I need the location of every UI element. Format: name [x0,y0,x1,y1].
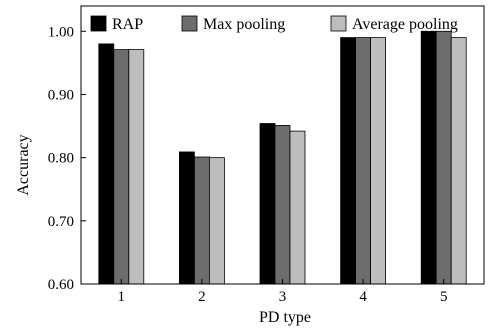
legend-swatch-max-pooling [181,15,198,32]
bar-rap-3 [259,123,276,285]
y-tick-label: 0.90 [48,87,74,103]
bar-max-pooling-1 [113,49,130,285]
y-tick-label: 0.80 [48,151,74,167]
axes-layer: 0.60 0.70 0.80 0.90 1.00 1 2 3 4 5 [48,5,485,305]
bar-rap-1 [98,43,115,285]
bar-average-pooling-5 [450,37,467,285]
bar-average-pooling-4 [370,37,387,285]
legend-label-max-pooling: Max pooling [203,16,285,33]
y-tick-label: 0.70 [48,214,74,230]
x-tick-label: 2 [198,289,206,305]
bar-rap-5 [420,30,437,285]
bar-average-pooling-3 [289,130,306,285]
bar-average-pooling-1 [128,49,145,285]
bar-max-pooling-2 [193,156,210,285]
bar-average-pooling-2 [208,157,225,285]
y-tick-label: 1.00 [48,24,74,40]
x-axis-title: PD type [259,309,311,326]
x-tick-label: 4 [359,289,367,305]
legend: RAP Max pooling Average pooling [90,15,458,33]
bar-rap-2 [178,151,195,285]
bar-max-pooling-5 [435,30,452,285]
legend-swatch-average-pooling [330,15,347,32]
x-tick-label: 3 [279,289,287,305]
y-axis-title: Accuracy [15,134,32,195]
legend-label-average-pooling: Average pooling [352,16,458,33]
bar-rap-4 [340,37,357,285]
x-tick-label: 1 [118,289,126,305]
bar-max-pooling-3 [274,125,291,285]
legend-label-rap: RAP [112,16,143,33]
bar-max-pooling-4 [355,37,372,285]
x-tick-label: 5 [440,289,448,305]
y-tick-label: 0.60 [48,277,74,293]
legend-swatch-rap [90,15,107,32]
bars-layer [98,30,467,285]
